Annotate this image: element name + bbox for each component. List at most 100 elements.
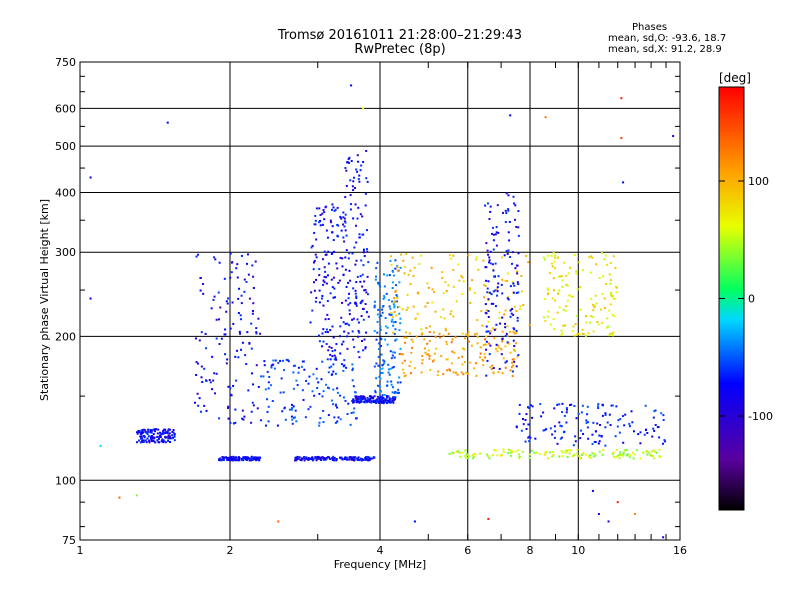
data-point xyxy=(246,262,249,265)
data-point xyxy=(544,319,547,322)
data-point xyxy=(561,451,564,454)
data-point xyxy=(251,264,254,267)
data-point xyxy=(386,380,389,383)
data-point xyxy=(363,254,366,257)
data-point xyxy=(584,334,587,337)
data-point xyxy=(378,385,381,388)
data-point xyxy=(331,252,334,255)
data-point xyxy=(615,405,618,408)
data-point xyxy=(169,435,172,438)
data-point xyxy=(639,442,642,445)
data-point xyxy=(314,223,317,226)
data-point xyxy=(241,459,244,462)
data-point xyxy=(321,258,324,261)
data-point xyxy=(564,449,567,452)
data-point xyxy=(506,252,509,255)
data-point xyxy=(292,364,295,367)
data-point xyxy=(392,270,395,273)
data-point xyxy=(323,281,326,284)
data-point xyxy=(414,317,417,320)
data-point xyxy=(402,259,405,262)
data-point xyxy=(322,390,325,393)
data-point xyxy=(573,405,576,408)
data-point xyxy=(409,360,412,363)
data-point xyxy=(314,214,317,217)
data-point xyxy=(339,215,342,218)
data-point xyxy=(605,263,608,266)
data-point xyxy=(594,294,597,297)
data-point xyxy=(340,343,343,346)
data-point xyxy=(500,353,503,356)
data-point xyxy=(143,428,146,431)
data-point xyxy=(643,433,646,436)
data-point xyxy=(437,370,440,373)
data-point xyxy=(418,262,421,265)
data-point xyxy=(570,403,573,406)
data-point xyxy=(293,416,296,419)
data-point xyxy=(364,204,367,207)
data-point xyxy=(527,436,530,439)
data-point xyxy=(333,296,336,299)
data-point xyxy=(647,451,650,454)
data-point xyxy=(461,276,464,279)
data-point xyxy=(517,226,520,229)
y-tick-label: 300 xyxy=(55,246,76,259)
data-point xyxy=(399,322,402,325)
data-point xyxy=(240,302,243,305)
data-point xyxy=(391,318,394,321)
data-point xyxy=(352,180,355,183)
data-point xyxy=(307,456,310,459)
data-point xyxy=(226,358,229,361)
data-point xyxy=(336,206,339,209)
data-point xyxy=(421,331,424,334)
data-point xyxy=(382,297,385,300)
data-point xyxy=(461,451,464,454)
data-point xyxy=(590,297,593,300)
data-point xyxy=(458,452,461,455)
data-point xyxy=(148,441,151,444)
data-point xyxy=(350,411,353,414)
data-point xyxy=(173,439,176,442)
data-point xyxy=(482,343,485,346)
data-point xyxy=(389,307,392,310)
data-point xyxy=(362,318,365,321)
data-point xyxy=(315,367,318,370)
data-point xyxy=(389,255,392,258)
data-point xyxy=(390,313,393,316)
data-point xyxy=(501,372,504,375)
data-point xyxy=(332,206,335,209)
data-point xyxy=(587,437,590,440)
data-point xyxy=(520,290,523,293)
data-point xyxy=(353,246,356,249)
data-point xyxy=(348,269,351,272)
data-point xyxy=(392,396,395,399)
data-point xyxy=(351,363,354,366)
data-point xyxy=(353,346,356,349)
data-point xyxy=(355,399,358,402)
data-point xyxy=(349,302,352,305)
data-point xyxy=(335,358,338,361)
data-point xyxy=(352,176,355,179)
data-point xyxy=(392,303,395,306)
data-point xyxy=(607,520,610,523)
data-point xyxy=(358,174,361,177)
data-point xyxy=(215,337,218,340)
data-point xyxy=(594,430,597,433)
data-point xyxy=(362,264,365,267)
data-point xyxy=(585,453,588,456)
data-point xyxy=(662,536,665,539)
data-point xyxy=(614,267,617,270)
data-point xyxy=(455,450,458,453)
data-point xyxy=(637,433,640,436)
data-point xyxy=(493,448,496,451)
data-point xyxy=(485,330,488,333)
data-point xyxy=(342,211,345,214)
data-point xyxy=(398,329,401,332)
data-point xyxy=(321,456,324,459)
data-point xyxy=(277,361,280,364)
data-point xyxy=(524,419,527,422)
data-point xyxy=(363,401,366,404)
data-point xyxy=(412,305,415,308)
data-point xyxy=(550,254,553,257)
data-point xyxy=(250,458,253,461)
